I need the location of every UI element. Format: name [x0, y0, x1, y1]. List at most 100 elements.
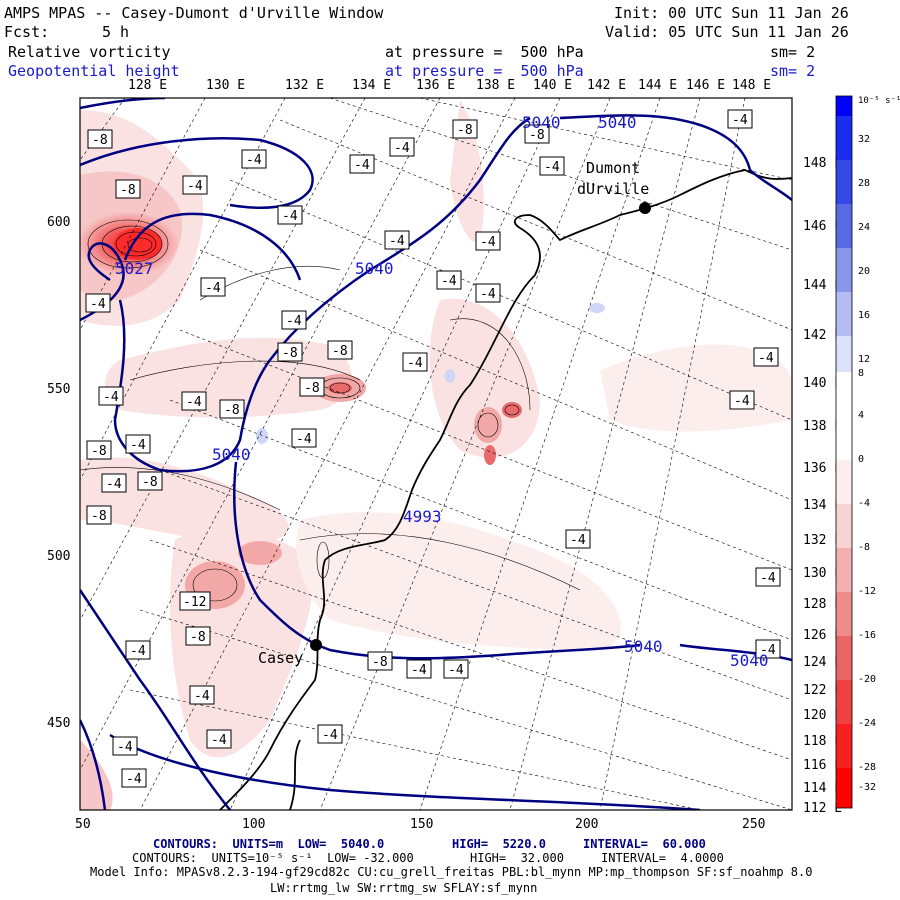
- svg-text:-4: -4: [570, 533, 586, 548]
- svg-text:-4: -4: [90, 297, 106, 312]
- svg-text:4: 4: [858, 410, 864, 421]
- svg-text:-4: -4: [544, 160, 560, 175]
- svg-text:-4: -4: [126, 772, 142, 787]
- top-longitude-labels: 128 E 130 E 132 E 134 E 136 E 138 E 140 …: [128, 78, 771, 93]
- svg-text:-12: -12: [183, 595, 206, 610]
- svg-text:-4: -4: [205, 281, 221, 296]
- field1-level: at pressure = 500 hPa: [385, 43, 584, 61]
- svg-text:24: 24: [858, 222, 870, 233]
- height-label: 4993: [403, 507, 442, 526]
- svg-text:12: 12: [858, 354, 870, 365]
- svg-text:148 E: 148 E: [803, 156, 842, 171]
- height-label: 5027: [115, 259, 154, 278]
- vorticity-labels: -8 -8 -8 -8 -8 -8 -8 -8 -8 -8 -8 -8 -8 -…: [85, 109, 781, 788]
- svg-text:146 E: 146 E: [803, 219, 842, 234]
- height-label: 5040: [598, 113, 637, 132]
- lon-label: 142 E: [587, 78, 626, 93]
- colorbar-unit: 10⁻⁵ s⁻¹: [858, 96, 900, 106]
- svg-text:-4: -4: [441, 274, 457, 289]
- svg-text:-4: -4: [354, 158, 370, 173]
- lon-label: 146 E: [686, 78, 725, 93]
- height-labels: 5040 5040 5040 5040 5040 5040 4993 5027: [115, 113, 769, 670]
- svg-text:-4: -4: [282, 209, 298, 224]
- height-label: 5040: [624, 637, 663, 656]
- svg-text:130 E: 130 E: [803, 566, 842, 581]
- svg-text:124 E: 124 E: [803, 655, 842, 670]
- height-contour-info: CONTOURS: UNITS=m LOW= 5040.0: [153, 837, 385, 851]
- svg-text:-8: -8: [91, 509, 107, 524]
- casey-station-marker: [310, 639, 322, 651]
- svg-text:120 E: 120 E: [803, 708, 842, 723]
- svg-text:-4: -4: [296, 432, 312, 447]
- svg-text:122 E: 122 E: [803, 683, 842, 698]
- lon-label: 136 E: [416, 78, 455, 93]
- svg-text:142 E: 142 E: [803, 328, 842, 343]
- svg-text:600: 600: [47, 215, 70, 230]
- svg-text:-4: -4: [407, 356, 423, 371]
- lon-label: 132 E: [285, 78, 324, 93]
- vorticity-contour-interval: INTERVAL= 4.0000: [601, 851, 724, 865]
- svg-text:-4: -4: [448, 663, 464, 678]
- svg-text:114 E: 114 E: [803, 781, 842, 796]
- height-label: 5040: [522, 113, 561, 132]
- latlon-grid: [80, 98, 792, 810]
- svg-text:28: 28: [858, 178, 870, 189]
- svg-text:-4: -4: [760, 571, 776, 586]
- svg-text:-4: -4: [103, 390, 119, 405]
- svg-text:134 E: 134 E: [803, 498, 842, 513]
- height-label: 5040: [355, 259, 394, 278]
- svg-text:138 E: 138 E: [803, 419, 842, 434]
- svg-text:-24: -24: [858, 718, 876, 729]
- svg-text:-4: -4: [411, 663, 427, 678]
- svg-text:-8: -8: [120, 183, 136, 198]
- map-title: AMPS MPAS -- Casey-Dumont d'Urville Wind…: [4, 4, 384, 22]
- dumont-durville-label-line2: dUrville: [577, 180, 649, 198]
- svg-text:550: 550: [47, 382, 70, 397]
- svg-text:-4: -4: [286, 314, 302, 329]
- height-contours: [80, 98, 792, 810]
- init-time: Init: 00 UTC Sun 11 Jan 26: [614, 4, 849, 22]
- svg-text:-8: -8: [372, 655, 388, 670]
- forecast-hours: 5 h: [102, 23, 130, 41]
- svg-text:-4: -4: [760, 643, 776, 658]
- forecast-label: Fcst:: [4, 23, 50, 41]
- svg-text:-8: -8: [190, 630, 206, 645]
- svg-text:-4: -4: [106, 477, 122, 492]
- right-latitude-labels: 148 E 146 E 144 E 142 E 140 E 138 E 136 …: [803, 156, 842, 816]
- height-contour-high: HIGH= 5220.0: [452, 837, 546, 851]
- svg-text:-8: -8: [858, 542, 870, 553]
- svg-text:32: 32: [858, 134, 870, 145]
- svg-text:450: 450: [47, 716, 70, 731]
- lon-label: 140 E: [533, 78, 572, 93]
- svg-text:-4: -4: [194, 689, 210, 704]
- svg-text:-4: -4: [758, 351, 774, 366]
- svg-text:-4: -4: [480, 287, 496, 302]
- svg-text:140 E: 140 E: [803, 376, 842, 391]
- svg-text:-8: -8: [304, 381, 320, 396]
- model-physics: LW:rrtmg_lw SW:rrtmg_sw SFLAY:sf_mynn: [270, 881, 538, 895]
- svg-text:112 E: 112 E: [803, 801, 842, 816]
- coastline: [219, 169, 792, 810]
- svg-text:-4: -4: [246, 153, 262, 168]
- svg-text:-8: -8: [282, 346, 298, 361]
- svg-text:-8: -8: [142, 475, 158, 490]
- valid-time: Valid: 05 UTC Sun 11 Jan 26: [605, 23, 849, 41]
- height-label: 5040: [212, 445, 251, 464]
- dumont-durville-station-marker: [639, 202, 651, 214]
- svg-text:50: 50: [75, 817, 91, 832]
- vorticity-contours: [80, 219, 581, 602]
- casey-label: Casey: [258, 649, 303, 667]
- svg-text:-4: -4: [732, 113, 748, 128]
- svg-text:-32: -32: [858, 782, 876, 793]
- lon-label: 134 E: [352, 78, 391, 93]
- svg-text:-4: -4: [130, 644, 146, 659]
- svg-text:116 E: 116 E: [803, 758, 842, 773]
- svg-text:118 E: 118 E: [803, 734, 842, 749]
- svg-text:200: 200: [575, 817, 598, 832]
- svg-text:20: 20: [858, 266, 870, 277]
- svg-text:132 E: 132 E: [803, 533, 842, 548]
- y-axis-ticks: 600 550 500 450: [47, 215, 70, 731]
- svg-text:-8: -8: [224, 403, 240, 418]
- svg-text:-12: -12: [858, 586, 876, 597]
